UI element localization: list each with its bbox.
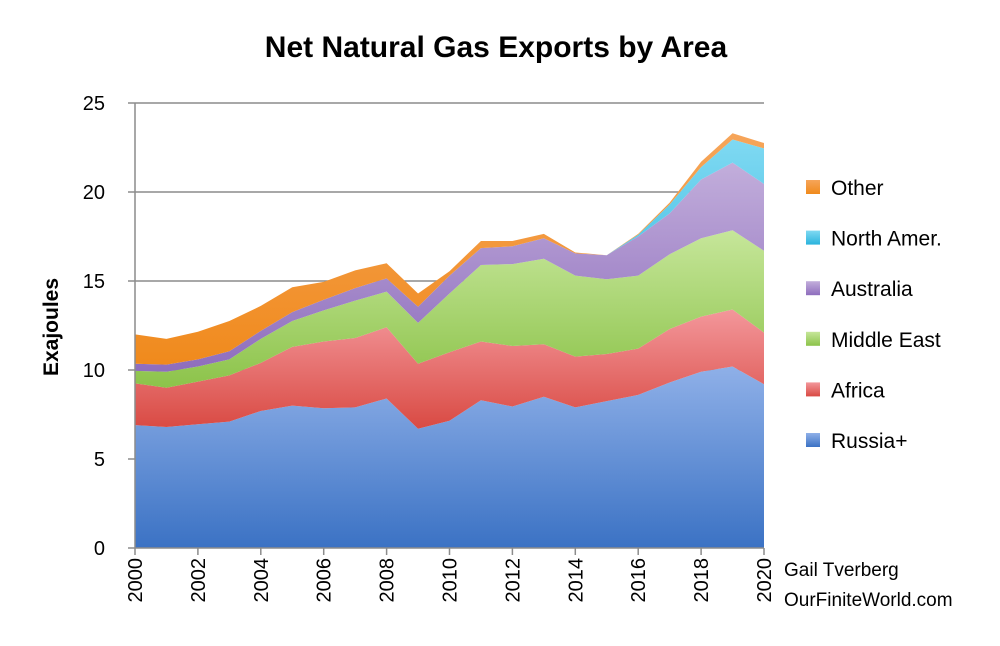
legend-label-other: Other [831,177,884,200]
x-tick-label-2006: 2006 [314,558,336,603]
legend-swatch-middle-east [806,331,820,346]
x-tick-label-2016: 2016 [628,558,650,603]
legend-label-australia: Australia [831,278,913,301]
x-tick-label-2002: 2002 [188,558,210,603]
credit-author: Gail Tverberg [784,560,899,581]
y-tick-label-15: 15 [83,271,105,293]
legend-swatch-australia [806,281,820,296]
area-russia [135,366,764,548]
legend-label-middle-east: Middle East [831,329,941,352]
y-tick-label-5: 5 [94,449,105,471]
legend-swatch-north-amer [806,230,820,245]
x-tick-label-2012: 2012 [502,558,524,603]
stacked-areas [135,133,764,548]
legend-label-russia: Russia+ [831,430,907,453]
y-axis-label: Exajoules [40,278,63,376]
legend-label-north-amer: North Amer. [831,228,942,251]
x-tick-label-2014: 2014 [565,558,587,603]
y-tick-label-20: 20 [83,182,105,204]
legend-swatch-russia [806,433,820,447]
legend-label-africa: Africa [831,379,885,402]
area-other [135,133,764,365]
chart-title: Net Natural Gas Exports by Area [265,31,728,64]
y-tick-label-0: 0 [94,538,105,560]
area-middle-east [135,230,764,388]
legend-swatch-other [806,180,820,194]
area-africa [135,309,764,429]
x-tick-labels: 2000 2002 2004 2006 2008 2010 2012 2014 2016 2018… [125,558,776,603]
x-tick-label-2018: 2018 [691,558,713,603]
x-tick-label-2004: 2004 [251,558,273,603]
legend-swatch-africa [806,382,820,397]
axes [128,102,765,555]
x-tick-label-2010: 2010 [440,558,462,603]
credit-site: OurFiniteWorld.com [784,590,953,611]
y-tick-label-25: 25 [83,93,105,115]
area-australia [135,162,764,372]
y-tick-labels: 0 5 10 15 20 25 [83,93,105,560]
x-tick-label-2008: 2008 [377,558,399,603]
legend: Other North Amer. Australia Middle East Afri… [806,177,942,453]
y-tick-label-10: 10 [83,360,105,382]
x-tick-label-2020: 2020 [754,558,776,603]
x-tick-label-2000: 2000 [125,558,147,603]
